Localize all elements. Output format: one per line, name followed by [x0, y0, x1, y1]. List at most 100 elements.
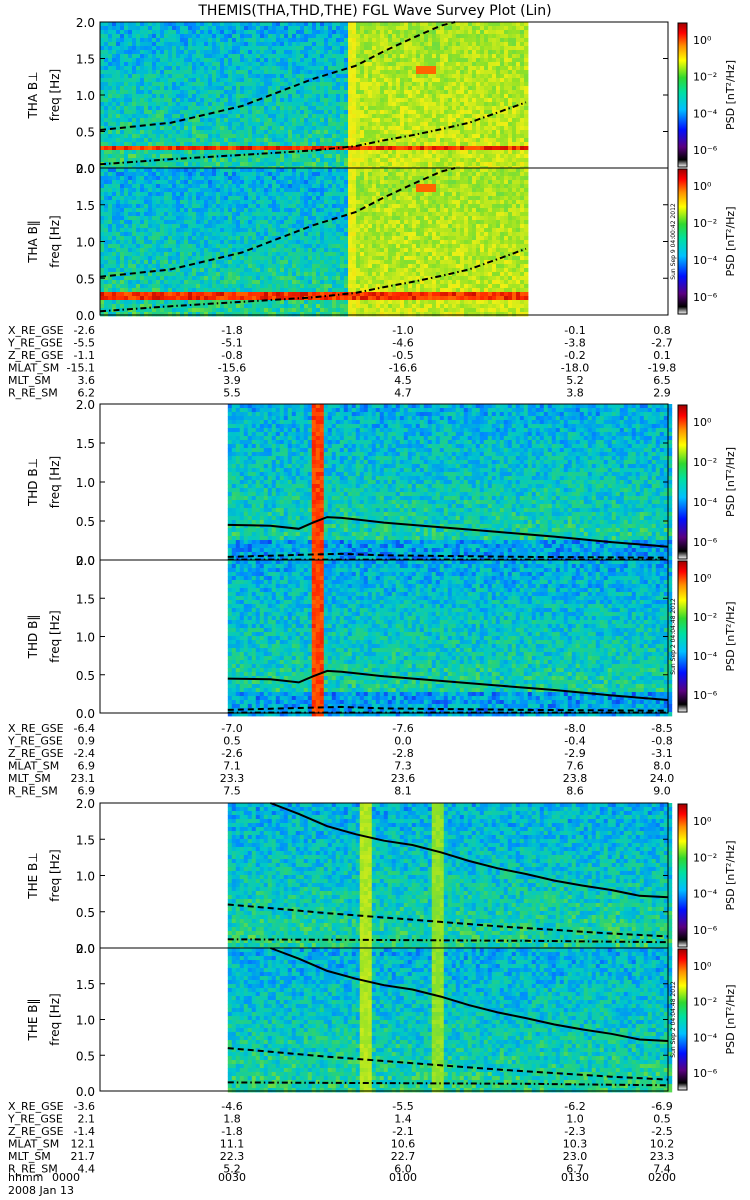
ephem-value: 10.3: [563, 1138, 588, 1151]
ephem-value: 22.7: [391, 1150, 416, 1163]
ephem-value: 24.0: [650, 772, 675, 785]
colorbar-tick: 10⁻⁶: [693, 291, 718, 304]
ephem-row-label: Z_RE_GSE: [8, 1125, 64, 1138]
ephem-value: 10.2: [650, 1138, 675, 1151]
ephem-value: 0.1: [653, 349, 671, 362]
ytick-label: 0.0: [76, 707, 95, 721]
ephem-value: -2.1: [392, 1125, 413, 1138]
ephem-value: -15.1: [67, 362, 95, 375]
ephem-value: 1.0: [566, 1113, 584, 1126]
ytick-label: 2.0: [76, 554, 95, 568]
ephem-value: -6.2: [564, 1100, 585, 1113]
ephem-row-label: R_RE_SM: [8, 785, 58, 798]
figure-title: THEMIS(THA,THD,THE) FGL Wave Survey Plot…: [197, 3, 551, 19]
ytick-label: 1.0: [76, 236, 95, 250]
date-label: 2008 Jan 13: [8, 1184, 74, 1197]
ephem-value: -8.0: [564, 722, 585, 735]
ephem-value: -2.4: [74, 747, 95, 760]
ephem-value: 7.1: [223, 760, 241, 773]
ephem-row-label: MLAT_SM: [8, 760, 59, 773]
ephem-value: 3.8: [566, 387, 584, 400]
ephem-value: -16.6: [389, 362, 417, 375]
ephem-value: -19.8: [648, 362, 676, 375]
ytick-label: 0.5: [76, 515, 95, 529]
colorbar-tick: 10⁻⁶: [693, 689, 718, 702]
ephem-value: 23.8: [563, 772, 588, 785]
ephem-row-label: Z_RE_GSE: [8, 349, 64, 362]
ephem-value: 8.1: [394, 785, 412, 798]
ephem-value: 1.4: [394, 1113, 412, 1126]
ephem-value: 5.5: [223, 387, 241, 400]
colorbar-tick: 10⁻⁶: [693, 924, 718, 937]
ephem-value: -6.9: [651, 1100, 672, 1113]
ytick-label: 0.5: [76, 1049, 95, 1063]
ephem-value: 0.5: [653, 1113, 671, 1126]
colorbar-tick: 10⁻²: [693, 851, 717, 864]
ephem-value: -0.8: [221, 349, 242, 362]
spectrogram-5: [228, 803, 672, 951]
ephem-value: -2.6: [74, 324, 95, 337]
ephem-value: 6.9: [78, 760, 96, 773]
ytick-label: 1.0: [76, 1014, 95, 1028]
ephem-value: 3.9: [223, 374, 241, 387]
ephem-row-label: MLT_SM: [8, 772, 51, 785]
panel-label: THD B‖: [26, 615, 40, 660]
ytick-label: 0.5: [76, 906, 95, 920]
ephem-value: -2.9: [564, 747, 585, 760]
time-tick: 0000: [52, 1171, 80, 1184]
colorbar-tick: 10⁻⁴: [693, 650, 718, 663]
ephem-value: -2.6: [221, 747, 242, 760]
ephem-value: 21.7: [71, 1150, 96, 1163]
ephem-value: 6.5: [653, 374, 671, 387]
ephem-row-label: X_RE_GSE: [8, 722, 64, 735]
timestamp-stamp: Sun Sep 9 04:00:42 2012: [670, 203, 677, 280]
colorbar-tick: 10⁰: [693, 416, 712, 429]
ephem-value: -1.8: [221, 1125, 242, 1138]
ephem-value: -7.0: [221, 722, 242, 735]
ephem-value: 5.2: [566, 374, 584, 387]
ephem-value: -5.5: [74, 337, 95, 350]
colorbar-label: PSD [nT²/Hz]: [724, 601, 737, 671]
ephem-row-label: MLT_SM: [8, 374, 51, 387]
ephem-value: -2.3: [564, 1125, 585, 1138]
colorbar-tick: 10⁻⁶: [693, 1067, 718, 1080]
ytick-label: 1.0: [76, 89, 95, 103]
ephem-row-label: Z_RE_GSE: [8, 747, 64, 760]
ephem-row-label: MLAT_SM: [8, 362, 59, 375]
ytick-label: 2.0: [76, 942, 95, 956]
ephem-value: -6.4: [74, 722, 95, 735]
panel-label: THE B⊥: [26, 852, 40, 899]
ephem-value: -2.8: [392, 747, 413, 760]
ephem-value: -1.4: [74, 1125, 95, 1138]
ytick-label: 1.0: [76, 870, 95, 884]
spectrogram-6: [228, 948, 672, 1092]
colorbar-tick: 10⁻⁴: [693, 496, 718, 509]
ytick-label: 2.0: [76, 162, 95, 176]
ephem-row-label: Y_RE_GSE: [7, 337, 63, 350]
ephem-value: 0.5: [223, 735, 241, 748]
ytick-label: 1.5: [76, 978, 95, 992]
panel-label: THE B‖: [26, 999, 40, 1042]
ytick-label: 0.5: [76, 126, 95, 140]
ephem-row-label: Y_RE_GSE: [7, 1113, 63, 1126]
ephem-value: -2.7: [651, 337, 672, 350]
spectrogram-2: [100, 168, 528, 316]
ephem-value: -1.8: [221, 324, 242, 337]
ytick-label: 1.5: [76, 53, 95, 67]
ephem-value: 8.6: [566, 785, 584, 798]
ephem-value: 22.3: [220, 1150, 245, 1163]
ephem-value: -0.4: [564, 735, 585, 748]
colorbar-tick: 10⁻²: [693, 456, 717, 469]
ephem-value: -5.1: [221, 337, 242, 350]
ephem-value: 4.4: [78, 1163, 96, 1176]
colorbar-label: PSD [nT²/Hz]: [724, 206, 737, 276]
colorbar-label: PSD [nT²/Hz]: [724, 984, 737, 1054]
